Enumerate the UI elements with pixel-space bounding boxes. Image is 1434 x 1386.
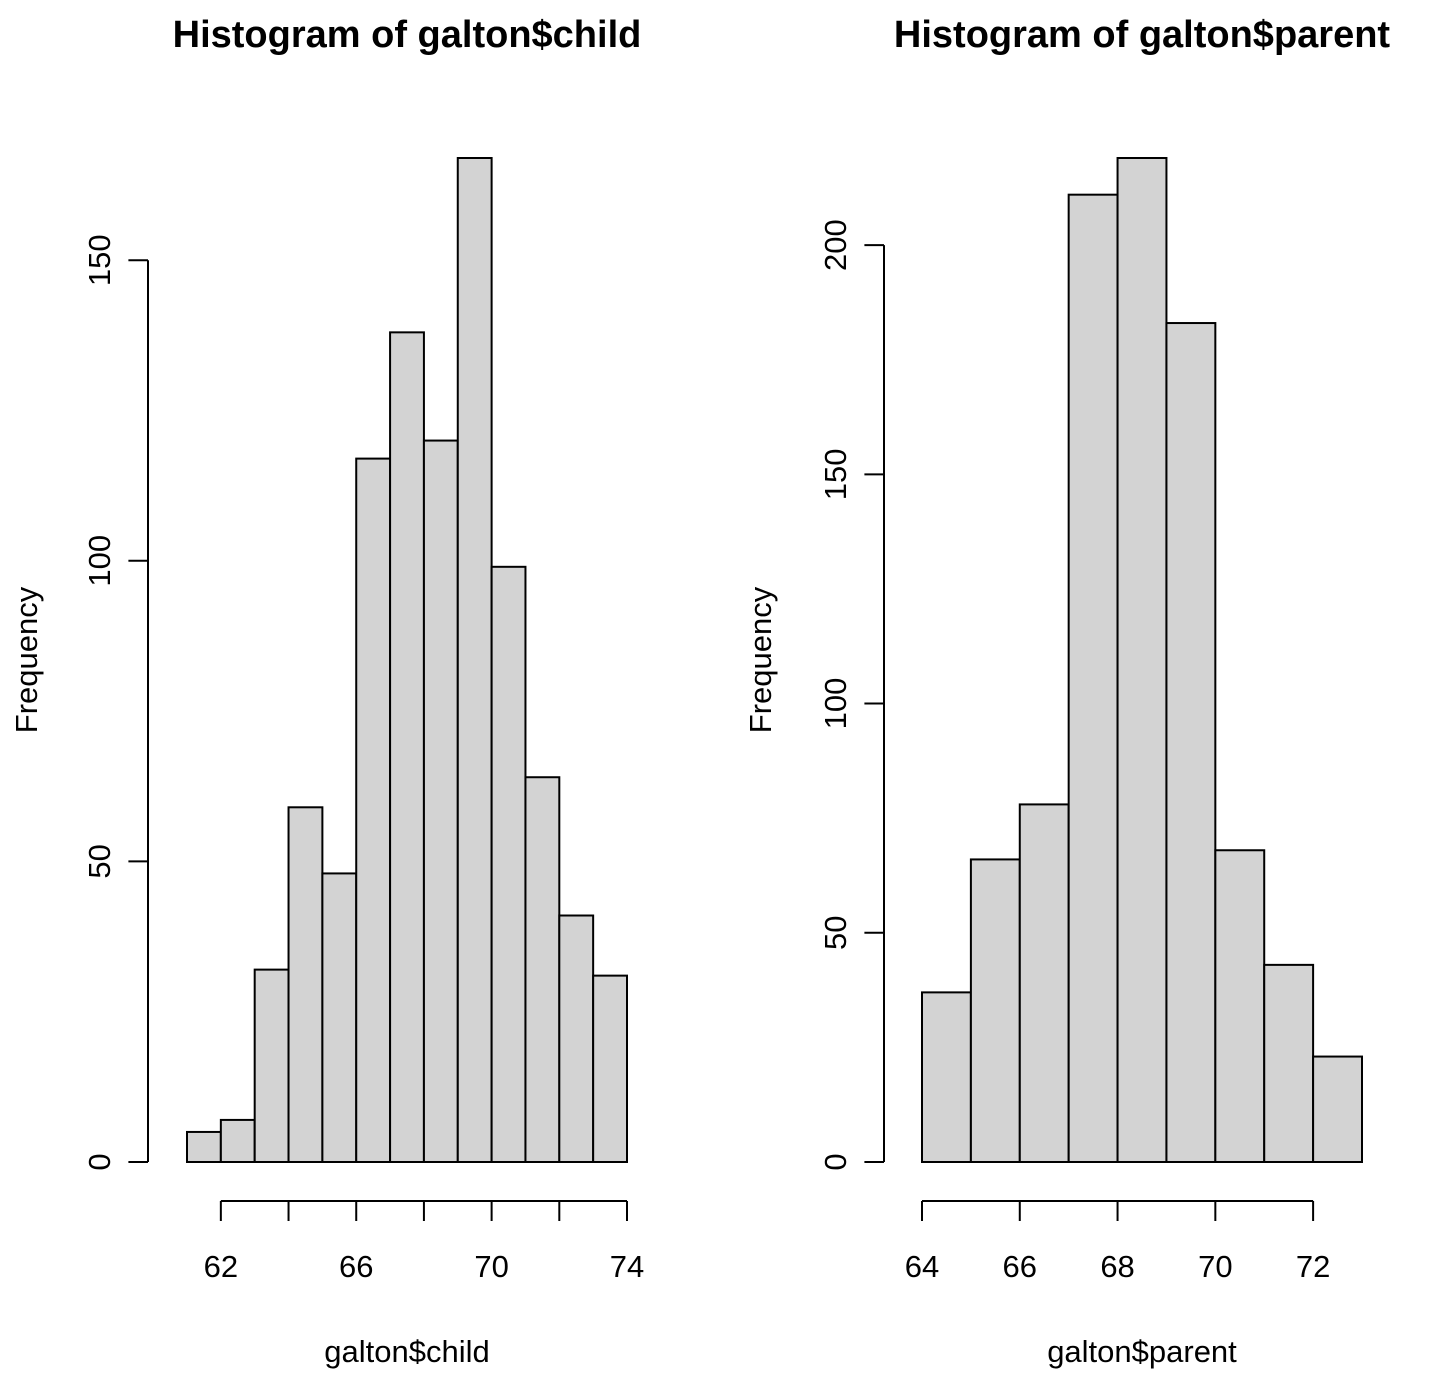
y-tick-label: 50 <box>82 844 117 878</box>
x-tick-label: 72 <box>1296 1249 1330 1284</box>
y-tick-label: 0 <box>82 1153 117 1170</box>
y-tick-label: 200 <box>818 219 853 271</box>
y-tick-label: 150 <box>82 234 117 286</box>
histogram-bar <box>1116 157 1168 1163</box>
histogram-bar <box>389 331 425 1164</box>
bars <box>921 157 1363 1164</box>
x-tick-label: 70 <box>474 1249 508 1284</box>
histogram-bar <box>921 991 972 1164</box>
x-tick-label: 74 <box>610 1249 644 1284</box>
x-tick-label: 66 <box>339 1249 373 1284</box>
histogram-bar <box>1067 193 1119 1164</box>
histogram-bar <box>592 974 629 1163</box>
histogram-bar <box>490 565 527 1163</box>
histogram-bar <box>186 1130 222 1163</box>
y-axis-label: Frequency <box>9 586 44 733</box>
y-tick-label: 100 <box>818 678 853 730</box>
y-axis: 0 50 100 150 200 <box>818 219 885 1171</box>
y-axis-label: Frequency <box>743 586 778 733</box>
histogram-bar <box>1263 963 1315 1163</box>
x-tick-label: 62 <box>204 1249 238 1284</box>
histogram-bar <box>969 858 1021 1164</box>
x-axis: 62 66 70 74 <box>204 1200 644 1284</box>
parent-histogram-panel: Histogram of galton$parent galton$parent… <box>743 14 1390 1369</box>
x-axis: 64 66 68 70 72 <box>905 1200 1330 1284</box>
x-tick-label: 70 <box>1198 1249 1232 1284</box>
histogram-bar <box>1165 322 1217 1164</box>
y-tick-label: 50 <box>818 916 853 950</box>
histogram-bar <box>253 968 290 1163</box>
y-axis: 0 50 100 150 <box>82 234 149 1171</box>
histogram-bar <box>558 914 595 1163</box>
histogram-bar <box>219 1118 256 1163</box>
histogram-bar <box>1214 849 1266 1164</box>
bars <box>186 157 629 1164</box>
histogram-bar <box>287 806 324 1163</box>
y-tick-label: 100 <box>82 535 117 587</box>
histogram-bar <box>524 776 561 1163</box>
child-histogram-panel: Histogram of galton$child galton$child F… <box>9 14 644 1369</box>
x-axis-label: galton$parent <box>1047 1334 1237 1369</box>
x-tick-label: 66 <box>1003 1249 1037 1284</box>
histogram-bar <box>422 439 459 1163</box>
histogram-bar <box>355 457 392 1163</box>
chart-title: Histogram of galton$child <box>173 14 642 56</box>
y-tick-label: 0 <box>818 1153 853 1170</box>
y-tick-label: 150 <box>818 448 853 500</box>
x-tick-label: 68 <box>1100 1249 1134 1284</box>
histogram-bar <box>321 872 358 1164</box>
histogram-bar <box>1312 1055 1363 1164</box>
chart-title: Histogram of galton$parent <box>894 14 1390 56</box>
x-tick-label: 64 <box>905 1249 939 1284</box>
x-axis-label: galton$child <box>324 1334 489 1369</box>
histogram-bar <box>1018 803 1070 1163</box>
histogram-bar <box>456 157 493 1163</box>
